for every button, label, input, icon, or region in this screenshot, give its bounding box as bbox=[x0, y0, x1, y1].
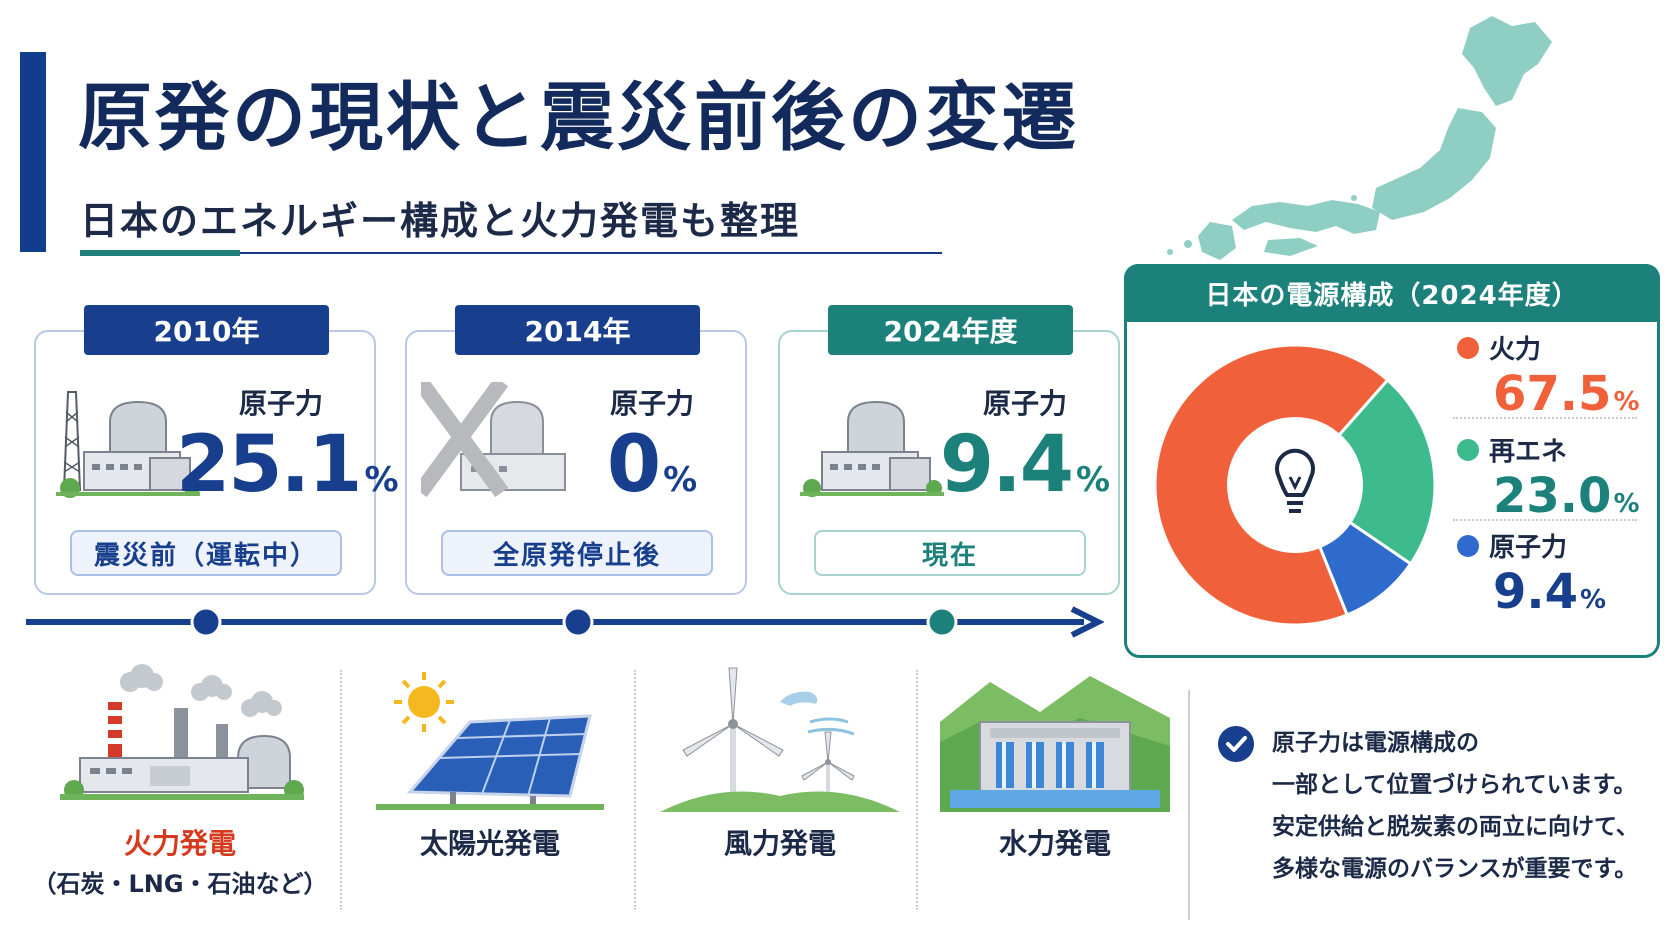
legend-dot bbox=[1457, 534, 1479, 557]
period-value-unit: % bbox=[1076, 460, 1111, 500]
note-line: 一部として位置づけられています。 bbox=[1272, 772, 1637, 798]
note-line: 原子力は電源構成の bbox=[1272, 730, 1479, 756]
solar-panel-icon bbox=[376, 672, 604, 810]
legend-divider bbox=[1453, 417, 1637, 419]
period-status: 現在 bbox=[814, 530, 1086, 576]
subtitle-underline-accent bbox=[80, 250, 240, 256]
legend-value-unit: % bbox=[1613, 387, 1640, 417]
lightbulb-icon bbox=[1275, 448, 1315, 513]
period-value: 9.4% bbox=[920, 420, 1130, 510]
legend-item-thermal: 火力 67.5% bbox=[1457, 329, 1657, 422]
legend-value-unit: % bbox=[1580, 585, 1607, 615]
timeline-dot-2014 bbox=[562, 606, 594, 638]
legend-dot bbox=[1457, 438, 1479, 461]
legend-dot bbox=[1457, 336, 1479, 359]
legend-value: 23.0% bbox=[1493, 468, 1657, 524]
period-label: 原子力 bbox=[609, 387, 694, 420]
segment-renewables bbox=[1292, 377, 1437, 566]
note-line: 多様な電源のバランスが重要です。 bbox=[1272, 856, 1638, 882]
page-title: 原発の現状と震災前後の変遷 bbox=[78, 75, 1079, 161]
source-name: 太陽光発電 bbox=[419, 827, 560, 860]
source-subtitle: （石炭・LNG・石油など） bbox=[32, 870, 328, 898]
period-year-tag: 2010年 bbox=[84, 305, 329, 355]
legend-value: 67.5% bbox=[1493, 366, 1657, 422]
period-value: 25.1% bbox=[176, 420, 399, 510]
legend-name: 原子力 bbox=[1489, 533, 1568, 563]
period-card-2010: 2010年 原子力 25.1% 震災前（運転中） bbox=[34, 305, 399, 595]
legend-value-number: 23.0 bbox=[1493, 468, 1612, 524]
source-solar: 太陽光発電 bbox=[355, 662, 625, 932]
legend-item-nuclear: 原子力 9.4% bbox=[1457, 527, 1657, 620]
legend-name: 火力 bbox=[1489, 335, 1542, 365]
note-line: 安定供給と脱炭素の両立に向けて、 bbox=[1272, 814, 1639, 840]
column-divider bbox=[340, 670, 342, 910]
period-card-2014: 2014年 原子力 0% 全原発停止後 bbox=[405, 305, 747, 595]
period-value-unit: % bbox=[663, 460, 698, 500]
period-year-tag: 2024年度 bbox=[828, 305, 1073, 355]
nuclear-plant-icon bbox=[800, 400, 944, 497]
power-mix-title: 日本の電源構成（2024年度） bbox=[1124, 264, 1660, 322]
note-divider bbox=[1188, 690, 1190, 920]
period-year-tag: 2014年 bbox=[455, 305, 700, 355]
legend-divider bbox=[1453, 519, 1637, 521]
period-label: 原子力 bbox=[982, 387, 1067, 420]
period-value: 0% bbox=[547, 420, 757, 510]
period-card-2024: 2024年度 原子力 9.4% 現在 bbox=[778, 305, 1120, 595]
legend-value-unit: % bbox=[1613, 489, 1640, 519]
source-thermal: 火力発電 （石炭・LNG・石油など） bbox=[30, 662, 330, 932]
japan-map-icon bbox=[1167, 16, 1552, 260]
thermal-plant-icon bbox=[60, 664, 304, 800]
period-status: 震災前（運転中） bbox=[70, 530, 342, 576]
period-value-number: 9.4 bbox=[939, 420, 1074, 510]
check-circle-icon bbox=[1218, 726, 1254, 762]
nuclear-plant-icon bbox=[56, 391, 200, 498]
source-name: 水力発電 bbox=[998, 827, 1111, 860]
hydro-dam-icon bbox=[940, 676, 1170, 812]
page-subtitle: 日本のエネルギー構成と火力発電も整理 bbox=[80, 199, 801, 243]
column-divider bbox=[916, 670, 918, 910]
stopped-nuclear-plant-icon bbox=[421, 382, 566, 498]
period-value-number: 25.1 bbox=[176, 420, 362, 510]
legend-value-number: 67.5 bbox=[1493, 366, 1612, 422]
source-name: 風力発電 bbox=[723, 827, 836, 860]
period-status: 全原発停止後 bbox=[441, 530, 713, 576]
column-divider bbox=[634, 670, 636, 910]
period-value-unit: % bbox=[364, 460, 399, 500]
source-hydro: 水力発電 bbox=[930, 662, 1180, 932]
subtitle-underline bbox=[80, 252, 942, 254]
title-accent-bar bbox=[20, 52, 46, 252]
source-wind: 風力発電 bbox=[645, 662, 915, 932]
period-label: 原子力 bbox=[238, 387, 323, 420]
power-mix-panel: 日本の電源構成（2024年度） 火力 67.5% 再エネ 23.0% 原子力 9… bbox=[1124, 264, 1660, 658]
legend-value-number: 9.4 bbox=[1493, 564, 1579, 620]
timeline-arrow bbox=[26, 606, 1104, 638]
legend-value: 9.4% bbox=[1493, 564, 1657, 620]
wind-turbine-icon bbox=[660, 667, 900, 812]
source-name: 火力発電 bbox=[123, 827, 236, 860]
legend-item-renewables: 再エネ 23.0% bbox=[1457, 431, 1657, 524]
timeline-dot-2010 bbox=[190, 606, 222, 638]
legend-name: 再エネ bbox=[1489, 437, 1568, 467]
timeline-dot-2024 bbox=[926, 606, 958, 638]
period-value-number: 0 bbox=[606, 420, 661, 510]
power-mix-donut bbox=[1153, 343, 1437, 627]
